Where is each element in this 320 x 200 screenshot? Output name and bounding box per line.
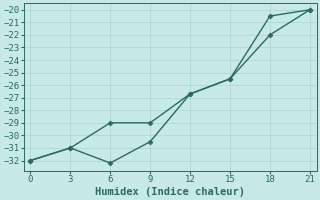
X-axis label: Humidex (Indice chaleur): Humidex (Indice chaleur) [95,186,245,197]
